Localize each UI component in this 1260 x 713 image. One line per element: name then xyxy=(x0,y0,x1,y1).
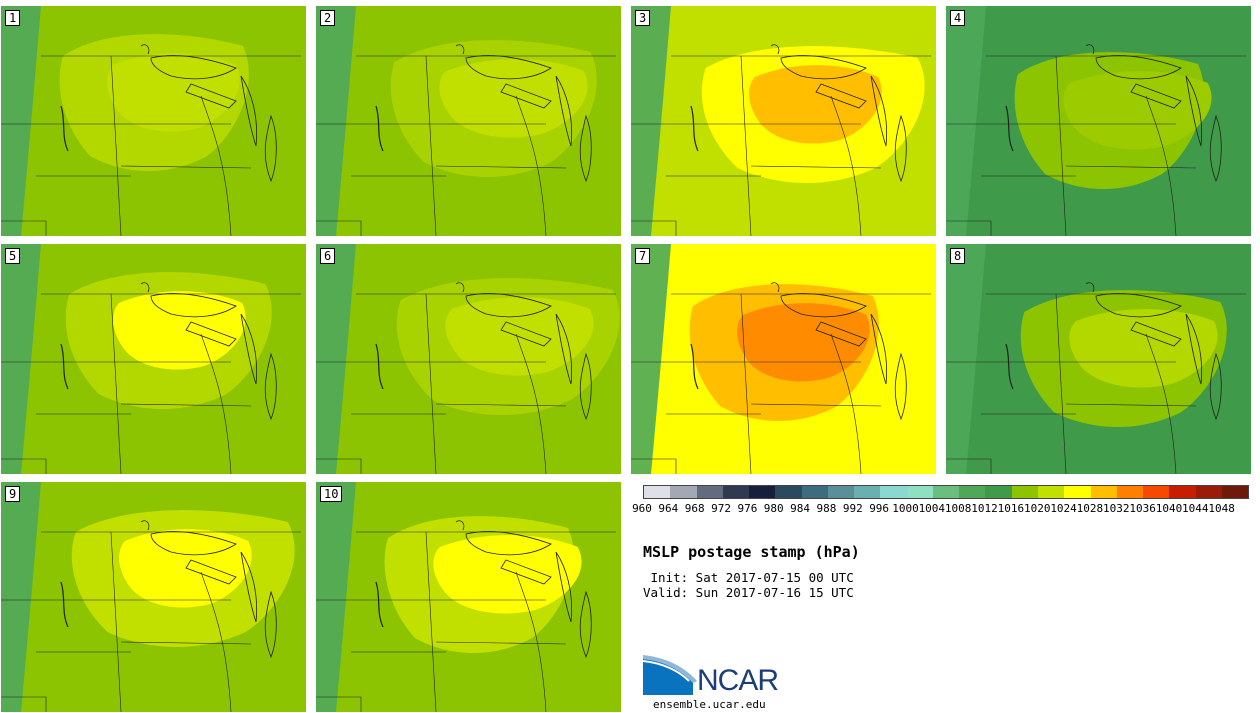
colorbar-swatch xyxy=(749,486,776,498)
ensemble-member-panel-10: 10 xyxy=(316,482,621,712)
mslp-map xyxy=(316,482,621,712)
colorbar-swatch xyxy=(722,486,750,498)
colorbar-tick-label: 1048 xyxy=(1208,502,1235,515)
colorbar-tick-label: 984 xyxy=(790,502,811,515)
colorbar-tick-label: 976 xyxy=(737,502,758,515)
ensemble-member-panel-1: 1 xyxy=(1,6,306,236)
member-number-label: 10 xyxy=(320,486,343,502)
colorbar-tick-label: 992 xyxy=(842,502,863,515)
mslp-map xyxy=(946,6,1251,236)
colorbar-tick-label: 1044 xyxy=(1182,502,1209,515)
colorbar-tick-label: 1028 xyxy=(1076,502,1104,515)
colorbar-swatch xyxy=(775,486,802,498)
colorbar-swatch xyxy=(906,486,933,498)
pressure-colorbar xyxy=(643,485,1249,499)
colorbar-swatch xyxy=(1037,486,1065,498)
mslp-map xyxy=(316,244,621,474)
mslp-map xyxy=(1,482,306,712)
colorbar-tick-label: 960 xyxy=(632,502,652,515)
member-number-label: 5 xyxy=(5,248,21,264)
colorbar-tick-label: 988 xyxy=(816,502,837,515)
colorbar-tick-label: 996 xyxy=(869,502,890,515)
ncar-logo-text: NCAR xyxy=(697,664,779,697)
colorbar-labels: 960 964 968 972 976 980 984 988 992 996 1000 1004 10… xyxy=(630,502,1250,516)
ensemble-member-panel-2: 2 xyxy=(316,6,621,236)
member-number-label: 1 xyxy=(5,10,21,26)
member-number-label: 6 xyxy=(320,248,336,264)
colorbar-tick-label: 1008 xyxy=(944,502,972,515)
colorbar-swatch xyxy=(696,486,723,498)
colorbar-tick-label: 1032 xyxy=(1103,502,1130,515)
colorbar-swatch xyxy=(1090,486,1117,498)
mslp-map xyxy=(631,244,936,474)
colorbar-swatch xyxy=(1116,486,1144,498)
mslp-map xyxy=(631,6,936,236)
member-number-label: 4 xyxy=(950,10,966,26)
init-time: Init: Sat 2017-07-15 00 UTC xyxy=(643,570,854,585)
colorbar-swatch xyxy=(644,486,671,498)
colorbar-swatch xyxy=(1011,486,1038,498)
colorbar-swatch xyxy=(985,486,1012,498)
colorbar-tick-label: 1036 xyxy=(1129,502,1156,515)
ncar-logo-icon xyxy=(643,655,697,695)
ncar-url: ensemble.ucar.edu xyxy=(653,698,766,711)
colorbar-tick-label: 1016 xyxy=(997,502,1025,515)
mslp-map xyxy=(946,244,1251,474)
colorbar-tick-label: 1040 xyxy=(1155,502,1183,515)
member-number-label: 9 xyxy=(5,486,21,502)
colorbar-swatch xyxy=(1169,486,1196,498)
mslp-map xyxy=(316,6,621,236)
colorbar-swatch xyxy=(959,486,986,498)
colorbar-tick-label: 1004 xyxy=(918,502,946,515)
colorbar-swatch xyxy=(1064,486,1091,498)
colorbar-swatch xyxy=(1221,486,1249,498)
colorbar-swatch xyxy=(932,486,960,498)
ensemble-member-panel-7: 7 xyxy=(631,244,936,474)
colorbar-swatch xyxy=(827,486,855,498)
colorbar-swatch xyxy=(1143,486,1170,498)
colorbar-tick-label: 964 xyxy=(658,502,679,515)
member-number-label: 2 xyxy=(320,10,336,26)
colorbar-swatch xyxy=(1195,486,1222,498)
ensemble-member-panel-6: 6 xyxy=(316,244,621,474)
colorbar-swatch xyxy=(670,486,697,498)
ensemble-member-panel-4: 4 xyxy=(946,6,1251,236)
chart-title: MSLP postage stamp (hPa) xyxy=(643,543,860,561)
ensemble-member-panel-9: 9 xyxy=(1,482,306,712)
member-number-label: 7 xyxy=(635,248,651,264)
member-number-label: 3 xyxy=(635,10,651,26)
mslp-map xyxy=(1,6,306,236)
colorbar-tick-label: 1012 xyxy=(971,502,998,515)
valid-time: Valid: Sun 2017-07-16 15 UTC xyxy=(643,585,854,600)
ensemble-member-panel-8: 8 xyxy=(946,244,1251,474)
colorbar-swatch xyxy=(880,486,907,498)
colorbar-tick-label: 980 xyxy=(763,502,784,515)
colorbar-tick-label: 1020 xyxy=(1023,502,1051,515)
colorbar-tick-label: 972 xyxy=(711,502,731,515)
ensemble-member-panel-5: 5 xyxy=(1,244,306,474)
member-number-label: 8 xyxy=(950,248,966,264)
colorbar-tick-label: 1024 xyxy=(1050,502,1077,515)
mslp-map xyxy=(1,244,306,474)
colorbar-tick-label: 1000 xyxy=(892,502,919,515)
colorbar-swatch xyxy=(801,486,828,498)
colorbar-tick-label: 968 xyxy=(684,502,705,515)
colorbar-swatch xyxy=(854,486,881,498)
ensemble-member-panel-3: 3 xyxy=(631,6,936,236)
